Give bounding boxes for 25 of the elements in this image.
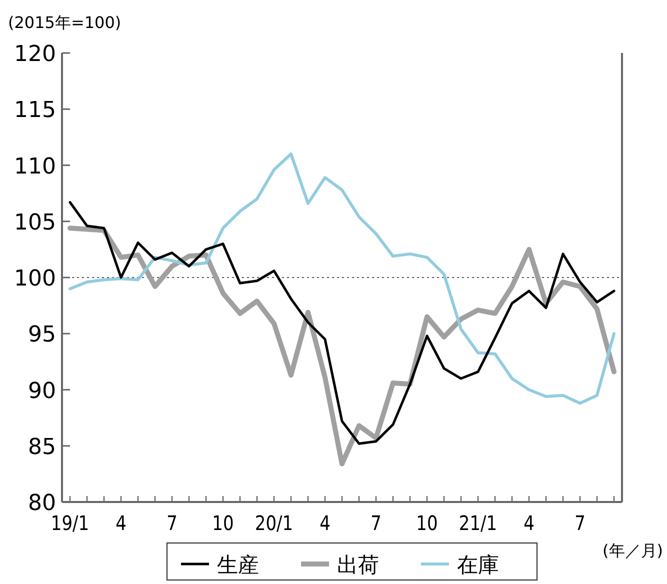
- y-tick-label: 115: [14, 98, 56, 124]
- x-tick-label: 20/1: [254, 512, 294, 536]
- x-tick-label: 7: [166, 512, 178, 536]
- x-tick-label: 4: [116, 512, 126, 536]
- y-tick-label: 95: [28, 322, 56, 348]
- x-tick-label: 10: [212, 512, 234, 536]
- x-axis-title: (年／月): [602, 541, 663, 560]
- y-tick-label: 100: [14, 266, 56, 292]
- line-series: [68, 152, 616, 405]
- line-series: [68, 201, 616, 445]
- y-tick-label: 90: [28, 378, 56, 404]
- y-tick-label: 105: [14, 210, 56, 236]
- x-tick-label: 10: [416, 512, 438, 536]
- legend-label: 在庫: [457, 553, 499, 577]
- y-tick-label: 110: [14, 154, 56, 180]
- y-axis-title: (2015年=100): [8, 13, 122, 32]
- x-tick-label: 21/1: [458, 512, 498, 536]
- legend-label: 出荷: [337, 553, 379, 577]
- x-tick-label: 4: [524, 512, 534, 536]
- y-tick-label: 120: [14, 42, 56, 67]
- x-tick-label: 4: [320, 512, 330, 536]
- x-tick-label: 7: [574, 512, 586, 536]
- legend-label: 生産: [217, 553, 259, 577]
- x-tick-label: 7: [370, 512, 382, 536]
- y-tick-label: 85: [28, 434, 56, 460]
